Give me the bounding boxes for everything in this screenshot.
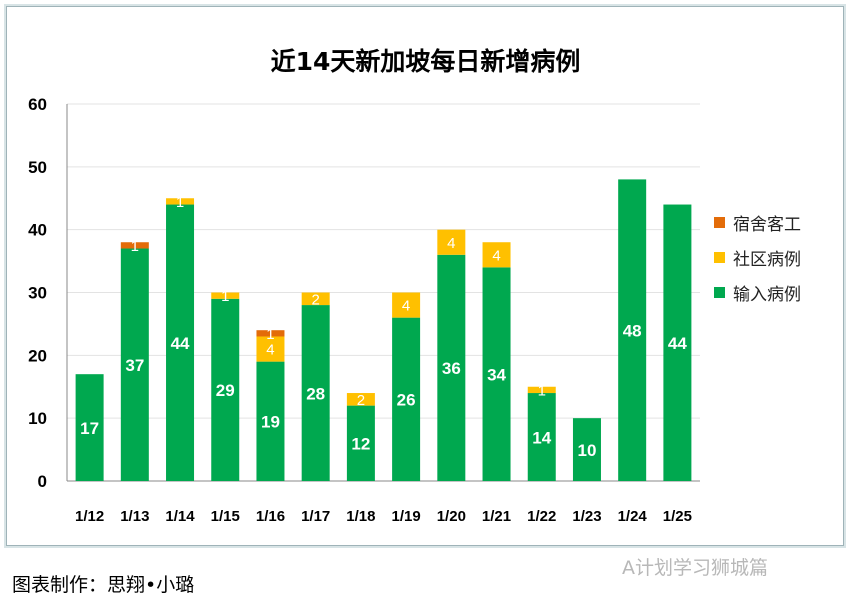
data-label: 1 <box>538 382 546 399</box>
data-label: 17 <box>80 419 99 438</box>
bar-imported <box>256 361 285 481</box>
data-label: 26 <box>397 391 416 410</box>
bar-imported <box>392 317 421 481</box>
data-label: 37 <box>125 356 144 375</box>
x-tick-label: 1/19 <box>392 508 421 525</box>
bar-community <box>301 292 330 306</box>
y-tick-label: 30 <box>28 284 47 303</box>
x-tick-label: 1/24 <box>618 508 648 525</box>
data-label: 44 <box>171 334 190 353</box>
legend-label: 宿舍客工 <box>733 215 801 235</box>
data-label: 2 <box>357 392 365 409</box>
x-tick-label: 1/23 <box>572 508 601 525</box>
legend: 宿舍客工社区病例输入病例 <box>714 205 801 310</box>
data-label: 28 <box>306 384 325 403</box>
x-tick-label: 1/17 <box>301 508 330 525</box>
bar-community <box>527 386 556 394</box>
watermark: A计划学习狮城篇 <box>622 557 768 579</box>
bar-community <box>256 336 285 362</box>
legend-label: 输入病例 <box>733 285 801 305</box>
data-label: 12 <box>351 435 370 454</box>
bar-dormitory <box>120 242 149 249</box>
bar-imported <box>301 305 330 481</box>
bar-imported <box>663 204 692 482</box>
data-label: 44 <box>668 334 687 353</box>
x-tick-label: 1/22 <box>527 508 556 525</box>
legend-swatch <box>714 217 725 228</box>
bar-imported <box>75 374 104 481</box>
data-label: 29 <box>216 381 235 400</box>
x-tick-label: 1/20 <box>437 508 466 525</box>
data-label: 1 <box>131 238 139 255</box>
x-tick-label: 1/18 <box>346 508 375 525</box>
bar-imported <box>572 418 601 481</box>
legend-item: 宿舍客工 <box>714 205 801 240</box>
data-label: 36 <box>442 359 461 378</box>
bar-community <box>166 198 195 205</box>
data-label: 1 <box>266 326 274 343</box>
data-label: 34 <box>487 365 506 384</box>
legend-item: 社区病例 <box>714 240 801 275</box>
data-label: 4 <box>447 235 455 252</box>
credit-text: 图表制作：思翔•小璐 <box>12 574 195 596</box>
legend-swatch <box>714 287 725 298</box>
bar-imported <box>120 248 149 481</box>
bar-community <box>482 242 511 268</box>
bar-imported <box>211 298 240 481</box>
bar-imported <box>482 267 511 481</box>
data-label: 19 <box>261 413 280 432</box>
x-tick-label: 1/13 <box>120 508 149 525</box>
bar-community <box>211 292 240 299</box>
y-tick-label: 60 <box>28 95 47 114</box>
bar-imported <box>346 405 375 481</box>
legend-label: 社区病例 <box>733 250 801 270</box>
legend-swatch <box>714 252 725 263</box>
data-label: 4 <box>492 247 500 264</box>
x-tick-label: 1/21 <box>482 508 511 525</box>
bar-community <box>437 229 466 255</box>
chart-title: 近14天新加坡每日新增病例 <box>270 47 581 76</box>
x-tick-label: 1/15 <box>211 508 240 525</box>
x-tick-label: 1/16 <box>256 508 285 525</box>
data-label: 4 <box>266 342 274 359</box>
data-label: 1 <box>176 194 184 211</box>
chart-frame <box>6 6 844 546</box>
x-tick-label: 1/14 <box>165 508 195 525</box>
x-tick-label: 1/25 <box>663 508 692 525</box>
data-label: 10 <box>578 441 597 460</box>
bar-imported <box>437 254 466 481</box>
x-tick-label: 1/12 <box>75 508 104 525</box>
data-label: 48 <box>623 321 642 340</box>
bar-imported <box>618 179 647 481</box>
y-tick-label: 10 <box>28 409 47 428</box>
data-label: 14 <box>532 428 551 447</box>
y-tick-label: 20 <box>28 346 47 365</box>
legend-item: 输入病例 <box>714 275 801 310</box>
bar-imported <box>527 393 556 481</box>
bar-dormitory <box>256 330 285 337</box>
data-label: 2 <box>312 291 320 308</box>
bar-community <box>392 292 421 318</box>
data-label: 1 <box>221 288 229 305</box>
chart-plot: 0102030405060171/123711/134411/142911/15… <box>28 95 700 525</box>
bar-imported <box>166 204 195 482</box>
y-tick-label: 40 <box>28 221 47 240</box>
y-tick-label: 0 <box>38 472 47 491</box>
bar-community <box>346 393 375 406</box>
y-tick-label: 50 <box>28 158 47 177</box>
data-label: 4 <box>402 298 410 315</box>
